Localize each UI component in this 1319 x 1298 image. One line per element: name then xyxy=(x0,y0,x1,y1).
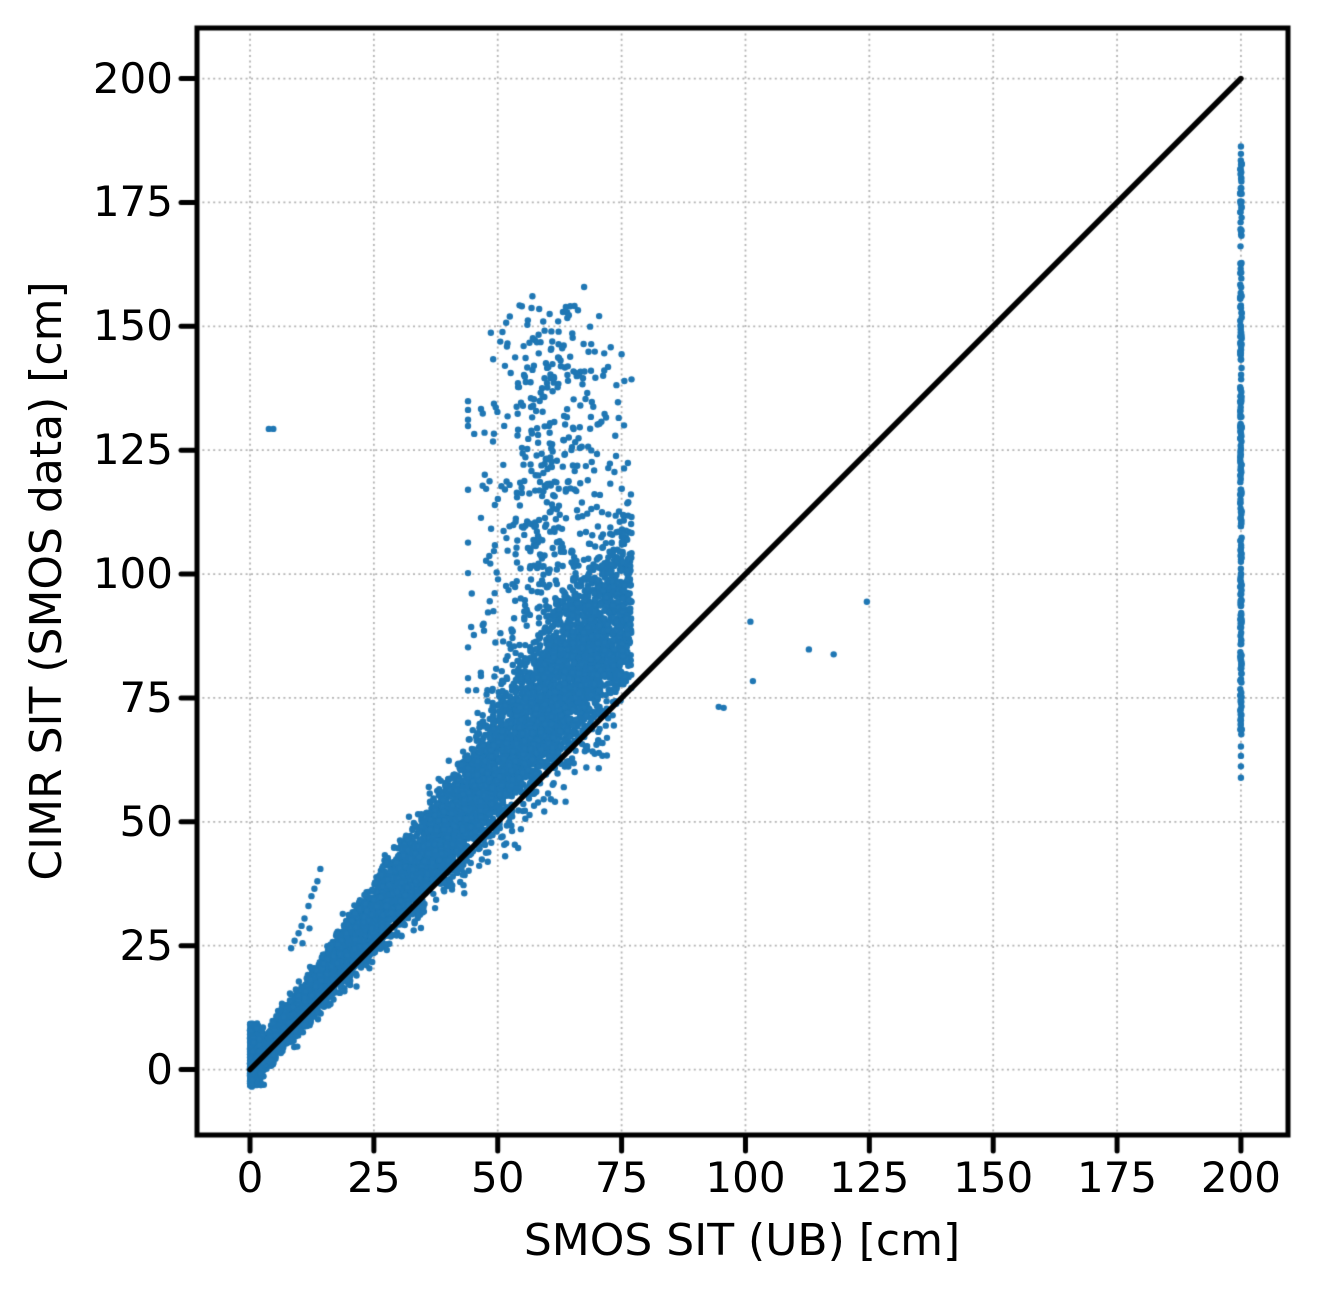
y-tick-label: 200 xyxy=(92,53,173,103)
x-tick-label: 175 xyxy=(1076,1153,1158,1202)
x-tick-label: 125 xyxy=(829,1153,910,1202)
y-tick-label: 175 xyxy=(92,177,173,227)
y-tick-label: 125 xyxy=(92,425,173,475)
y-tick-label: 25 xyxy=(119,920,173,970)
y-axis-label: CIMR SIT (SMOS data) [cm] xyxy=(21,281,72,881)
x-tick-label: 25 xyxy=(347,1153,401,1202)
x-tick-label: 200 xyxy=(1200,1153,1281,1202)
x-tick-label: 75 xyxy=(594,1153,649,1202)
x-tick-label: 0 xyxy=(236,1153,264,1202)
y-tick-label: 100 xyxy=(92,549,173,599)
x-axis-label: SMOS SIT (UB) [cm] xyxy=(523,1215,961,1266)
y-tick-label: 50 xyxy=(119,796,173,846)
x-tick-label: 50 xyxy=(471,1153,525,1202)
y-tick-label: 0 xyxy=(146,1044,173,1094)
x-tick-label: 100 xyxy=(705,1153,786,1202)
y-tick-label: 75 xyxy=(119,672,173,722)
x-tick-label: 150 xyxy=(953,1153,1034,1202)
y-tick-label: 150 xyxy=(92,301,173,351)
